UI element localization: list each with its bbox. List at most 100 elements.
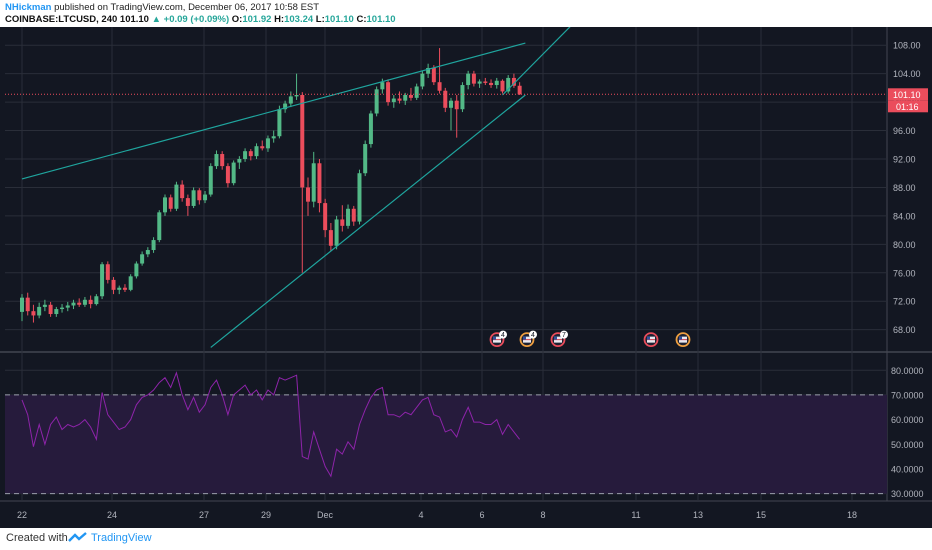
- candles: [20, 48, 522, 323]
- rsi-tick-label: 80.0000: [891, 366, 924, 376]
- candle-body: [225, 166, 230, 184]
- time-tick-label: 11: [631, 510, 640, 520]
- candle-body: [334, 219, 339, 246]
- price-badge-bg: [888, 88, 928, 101]
- candle-body: [105, 264, 110, 280]
- chart-header: NHickman published on TradingView.com, D…: [0, 0, 932, 27]
- close-label: C:: [356, 14, 367, 25]
- trendline[interactable]: [210, 94, 526, 348]
- candle-body: [197, 190, 202, 201]
- candle-body: [489, 82, 494, 86]
- candle-body: [128, 276, 133, 290]
- economic-events[interactable]: 4 4 7: [489, 330, 691, 348]
- time-tick-label: 15: [756, 510, 766, 520]
- candle-body: [54, 309, 59, 315]
- candle-body: [88, 299, 93, 305]
- rsi-band: [5, 394, 887, 495]
- trendlines[interactable]: [5, 27, 887, 348]
- chart-area[interactable]: 108.00104.00100.0096.0092.0088.0084.0080…: [0, 27, 932, 528]
- trendline[interactable]: [21, 42, 526, 180]
- up-arrow-icon: ▲: [151, 14, 162, 25]
- candle-body: [368, 113, 373, 145]
- candle-body: [94, 296, 99, 305]
- high-label: H:: [274, 14, 285, 25]
- candle-body: [408, 95, 413, 98]
- time-tick-label: 13: [693, 510, 703, 520]
- time-tick-label: 4: [418, 510, 423, 520]
- candle-body: [328, 230, 333, 246]
- candle-body: [25, 297, 30, 312]
- price-tick-label: 84.00: [893, 211, 916, 221]
- candle-body: [283, 103, 288, 110]
- candle-body: [271, 136, 276, 139]
- publish-line: NHickman published on TradingView.com, D…: [5, 2, 319, 13]
- rsi-polyline: [21, 371, 520, 478]
- candle-body: [300, 95, 305, 188]
- candle-body: [180, 184, 185, 199]
- footer-brand-link[interactable]: TradingView: [91, 532, 152, 544]
- candle-body: [37, 306, 42, 316]
- time-tick-label: 27: [199, 510, 209, 520]
- candle-body: [454, 100, 459, 110]
- candle-body: [214, 154, 219, 167]
- candle-body: [437, 82, 442, 91]
- candle-body: [494, 80, 499, 86]
- candle-body: [317, 163, 322, 204]
- candle-body: [140, 254, 145, 264]
- price-axis[interactable]: 108.00104.00100.0096.0092.0088.0084.0080…: [891, 41, 924, 499]
- candle-body: [397, 98, 402, 101]
- event-count-bg: [560, 330, 568, 339]
- footer-created-text: Created with: [6, 532, 68, 544]
- time-tick-label: 8: [540, 510, 545, 520]
- price-tick-label: 68.00: [893, 325, 916, 335]
- price-change: +0.09 (+0.09%): [163, 14, 230, 25]
- price-badge-value: 101.10: [893, 90, 921, 100]
- candle-body: [288, 96, 293, 104]
- candle-body: [511, 77, 516, 86]
- open-label: O:: [231, 14, 243, 25]
- symbol-label[interactable]: COINBASE:LTCUSD, 240: [5, 14, 118, 25]
- time-axis[interactable]: 22 24 27 29 Dec 4 6 8 11 13 15 18: [17, 510, 857, 520]
- countdown-badge-bg: [888, 100, 928, 113]
- candle-body: [517, 85, 522, 95]
- candle-body: [122, 287, 127, 290]
- candle-body: [357, 173, 362, 222]
- us-flag-canton: [523, 336, 526, 340]
- price-tick-label: 92.00: [893, 155, 916, 165]
- candle-body: [443, 90, 448, 108]
- candle-body: [174, 184, 179, 209]
- time-tick-label: 6: [479, 510, 484, 520]
- candle-body: [391, 98, 396, 103]
- candle-body: [500, 80, 505, 92]
- candle-body: [311, 163, 316, 202]
- candle-body: [466, 73, 471, 86]
- candle-body: [260, 146, 265, 149]
- candle-body: [243, 151, 248, 159]
- candle-body: [483, 81, 488, 83]
- candle-body: [71, 302, 76, 306]
- candle-body: [254, 146, 259, 157]
- candle-body: [363, 144, 368, 174]
- countdown-badge-value: 01:16: [896, 102, 919, 112]
- price-badge: 101.10 01:16: [888, 88, 928, 113]
- candle-body: [346, 208, 351, 226]
- author-link[interactable]: NHickman: [5, 2, 52, 13]
- candle-body: [111, 279, 116, 290]
- tradingview-logo-icon: [68, 532, 87, 542]
- candle-body: [506, 77, 511, 92]
- candle-body: [60, 307, 65, 310]
- event-count: 4: [501, 332, 505, 339]
- candle-body: [471, 73, 476, 84]
- candle-body: [248, 151, 253, 157]
- price-tick-label: 76.00: [893, 268, 916, 278]
- trendline[interactable]: [502, 27, 594, 96]
- candle-body: [185, 198, 190, 206]
- footer: Created with TradingView: [0, 528, 932, 550]
- time-tick-label: 24: [107, 510, 117, 520]
- candle-body: [203, 194, 208, 201]
- rsi-tick-label: 60.0000: [891, 415, 924, 425]
- candle-body: [82, 299, 87, 305]
- symbol-line: COINBASE:LTCUSD, 240 101.10 ▲ +0.09 (+0.…: [5, 14, 396, 25]
- candle-body: [414, 86, 419, 98]
- candle-body: [386, 82, 391, 103]
